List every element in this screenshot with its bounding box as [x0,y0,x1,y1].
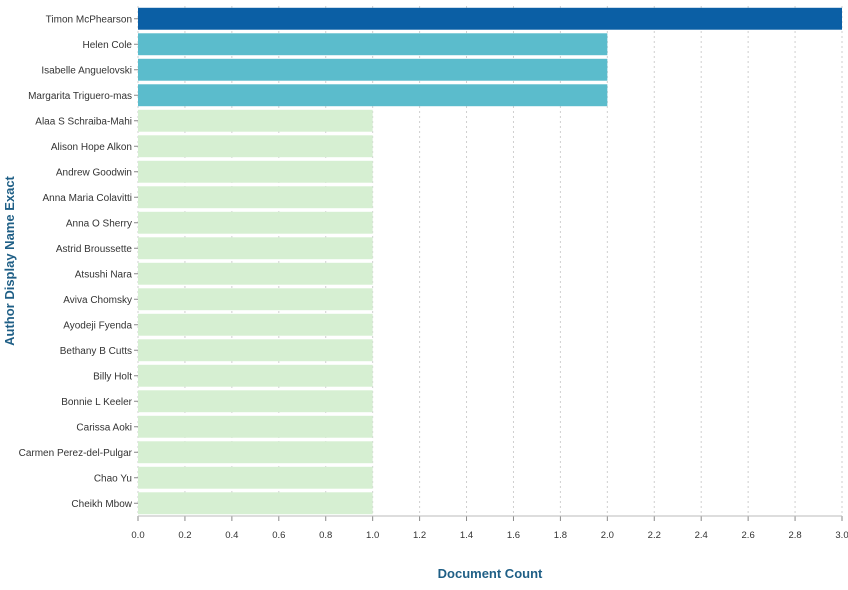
category-label: Anna Maria Colavitti [43,193,132,204]
grid-lines [137,6,843,516]
x-tick-label: 1.0 [366,530,379,541]
bar[interactable] [138,33,608,56]
bar[interactable] [138,7,842,30]
category-label: Astrid Broussette [56,244,133,255]
category-label: Billy Holt [93,371,132,382]
x-tick-label: 1.2 [413,530,426,541]
bar[interactable] [138,364,373,387]
category-label: Carissa Aoki [76,422,132,433]
bar[interactable] [138,262,373,285]
x-tick-label: 0.2 [178,530,191,541]
bar[interactable] [138,135,373,158]
category-label: Andrew Goodwin [56,167,132,178]
category-label: Margarita Triguero-mas [28,91,132,102]
bar[interactable] [138,415,373,438]
bar[interactable] [138,109,373,132]
x-tick-label: 0.0 [131,530,144,541]
category-label: Bethany B Cutts [60,346,132,357]
x-tick-label: 1.4 [460,530,473,541]
category-label: Chao Yu [94,473,132,484]
bar[interactable] [138,186,373,209]
x-axis-title: Document Count [438,566,543,581]
x-tick-label: 2.6 [742,530,755,541]
category-label: Alison Hope Alkon [51,142,132,153]
x-tick-labels: 0.0 0.2 0.4 0.6 0.8 1.0 1.2 1.4 1.6 1.8 2.0 2.2 2.4 2… [131,516,848,541]
x-tick-label: 3.0 [835,530,848,541]
x-tick-label: 2.0 [601,530,614,541]
bar[interactable] [138,313,373,336]
category-label: Bonnie L Keeler [61,397,132,408]
x-tick-label: 0.8 [319,530,332,541]
x-tick-label: 2.8 [788,530,801,541]
bar[interactable] [138,441,373,464]
bar[interactable] [138,288,373,311]
category-label: Alaa S Schraiba-Mahi [35,116,132,127]
bar[interactable] [138,160,373,183]
bar[interactable] [138,466,373,489]
x-tick-label: 1.6 [507,530,520,541]
category-label: Aviva Chomsky [63,295,132,306]
bar[interactable] [138,211,373,234]
bar[interactable] [138,390,373,413]
bar[interactable] [138,339,373,362]
y-axis-title: Author Display Name Exact [2,175,17,345]
bar[interactable] [138,237,373,260]
category-label: Helen Cole [83,40,133,51]
bars [138,7,842,515]
x-tick-label: 1.8 [554,530,567,541]
x-tick-label: 0.4 [225,530,238,541]
x-tick-label: 2.2 [648,530,661,541]
category-label: Cheikh Mbow [71,499,132,510]
x-tick-label: 2.4 [695,530,708,541]
category-label: Anna O Sherry [66,218,132,229]
bar[interactable] [138,58,608,81]
category-label: Carmen Perez-del-Pulgar [19,448,133,459]
category-label: Atsushi Nara [75,269,133,280]
category-labels: Timon McPhearson Helen Cole Isabelle Angue… [19,14,138,510]
category-label: Timon McPhearson [46,14,132,25]
bar[interactable] [138,84,608,107]
category-label: Isabelle Anguelovski [41,65,132,76]
bar[interactable] [138,492,373,515]
x-tick-label: 0.6 [272,530,285,541]
category-label: Ayodeji Fyenda [63,320,132,331]
